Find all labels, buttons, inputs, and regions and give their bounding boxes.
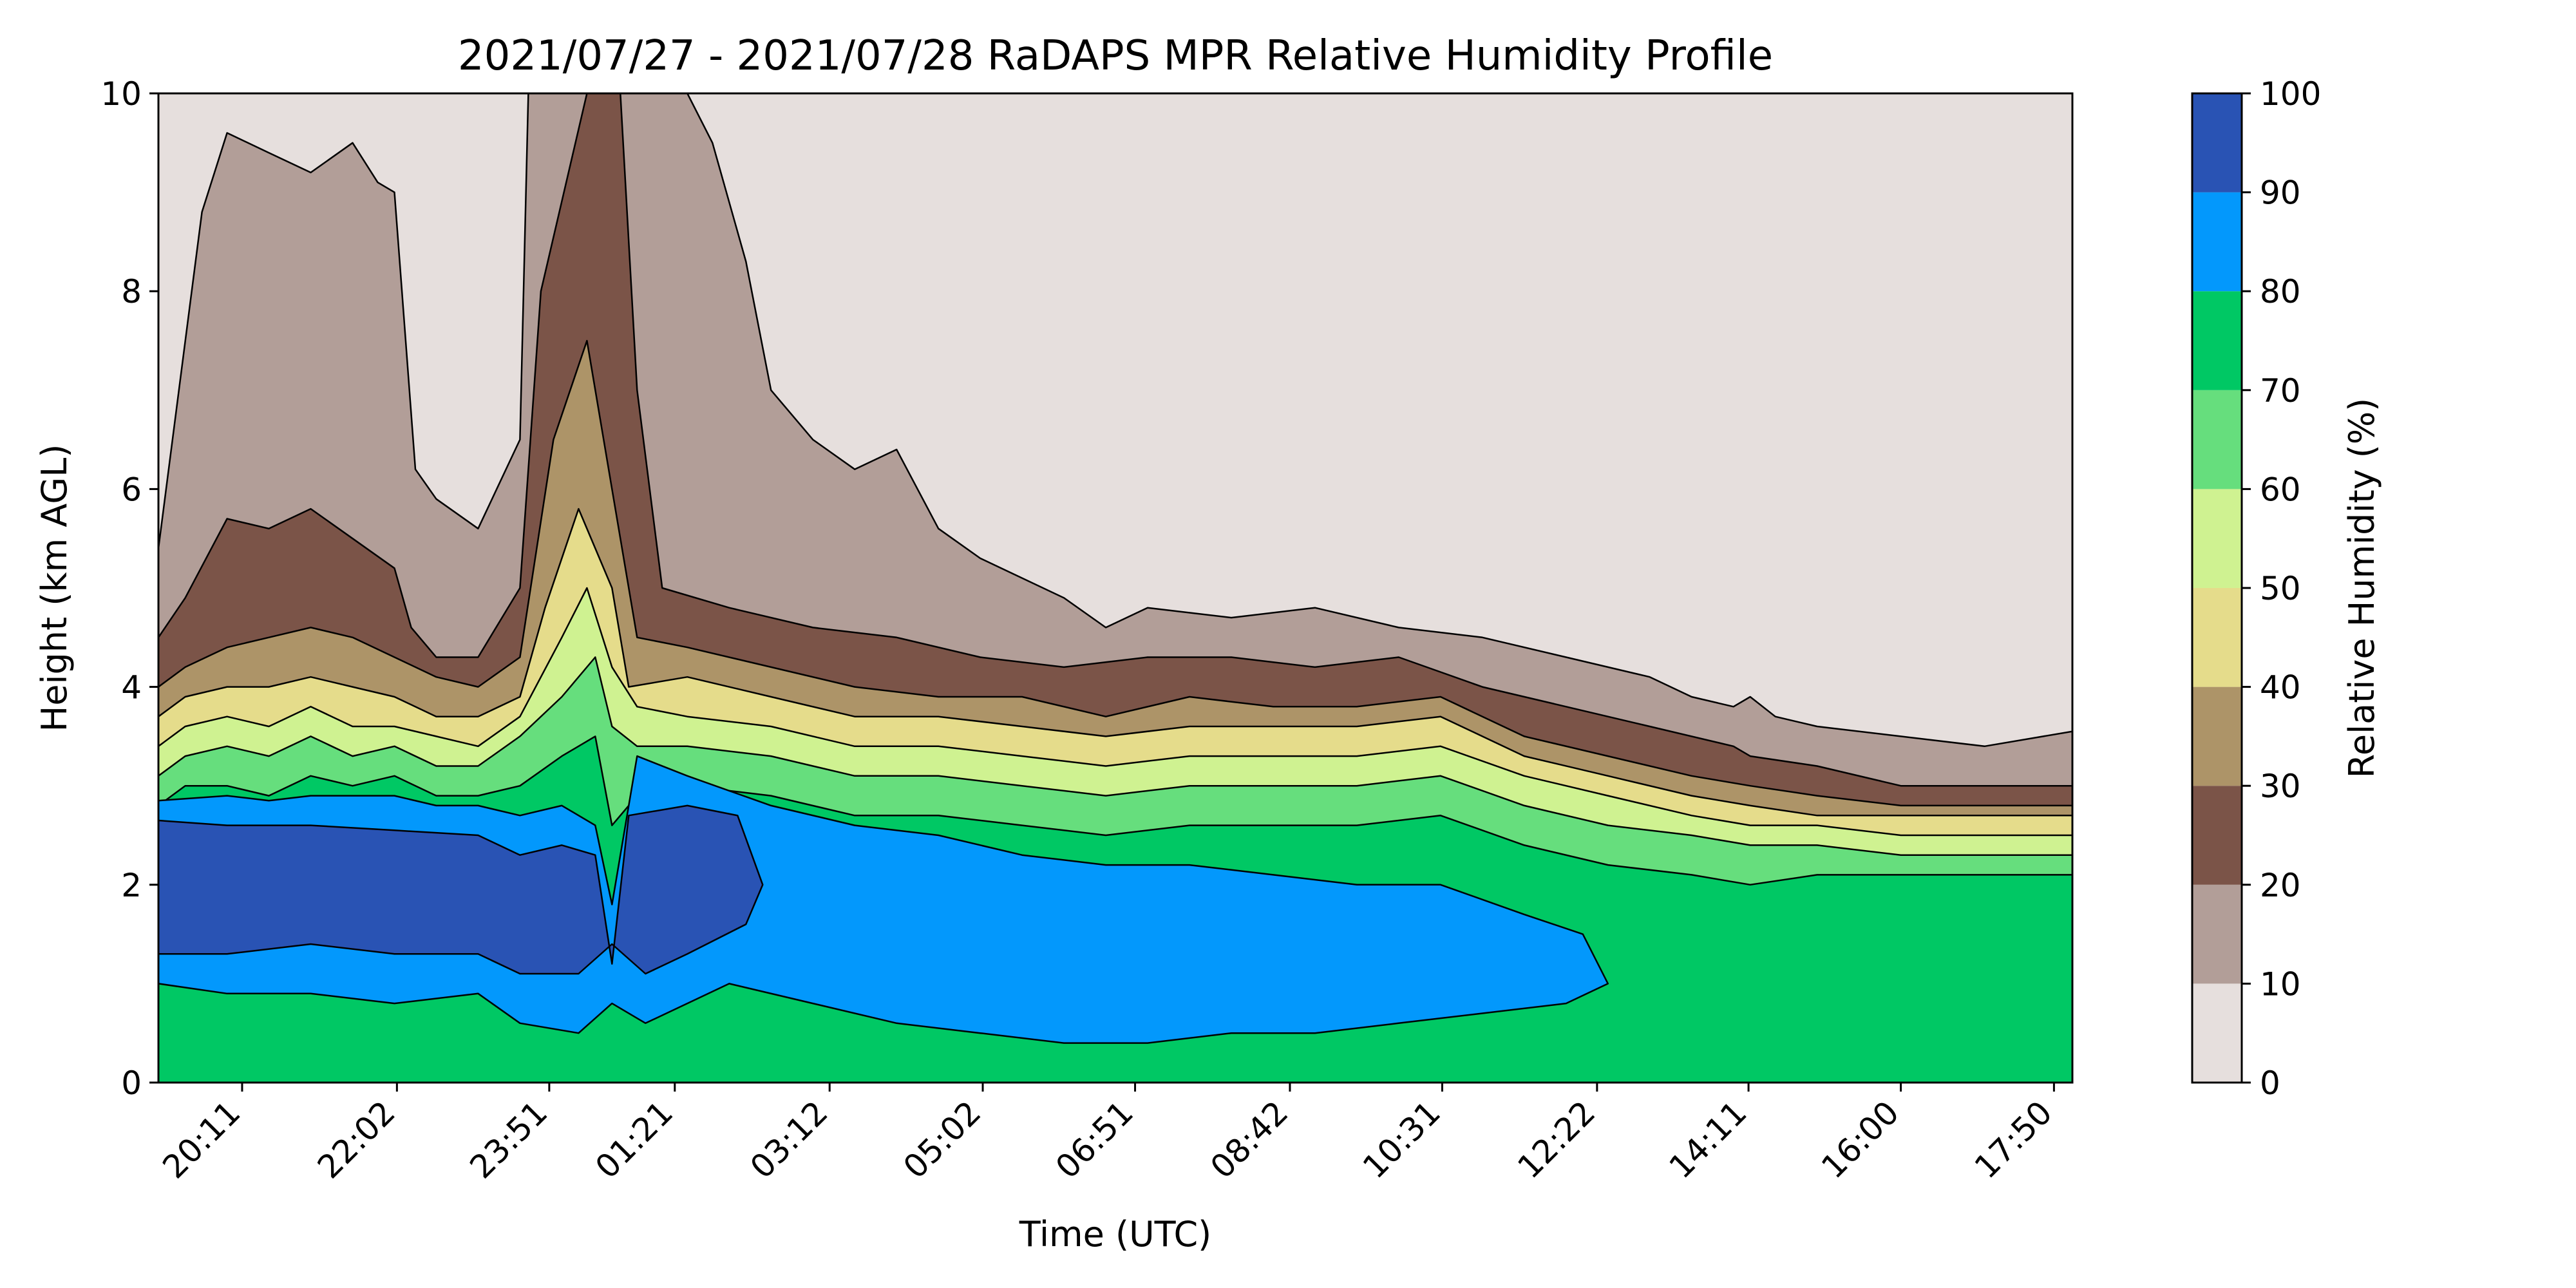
plot-frame: [157, 92, 2074, 1084]
x-tick-label: 17:50: [1967, 1094, 2060, 1186]
contour-fills: [158, 93, 2072, 1083]
chart-title: 2021/07/27 - 2021/07/28 RaDAPS MPR Relat…: [458, 32, 1773, 80]
x-axis: 20:11 22:02 23:51 01:21 03:12 05:02 06:51 08:42…: [156, 1083, 2060, 1186]
x-tick-label: 01:21: [588, 1094, 680, 1186]
y-tick-label: 0: [121, 1065, 142, 1102]
colorbar-tick-label: 10: [2260, 965, 2301, 1003]
colorbar-swatch: [2192, 291, 2242, 390]
colorbar-swatch: [2192, 588, 2242, 687]
colorbar-swatch: [2192, 983, 2242, 1083]
colorbar-swatch: [2192, 390, 2242, 489]
x-tick-label: 05:02: [896, 1094, 989, 1186]
x-tick-label: 16:00: [1814, 1094, 1906, 1186]
x-axis-label: Time (UTC): [1019, 1214, 1212, 1255]
x-tick-label: 22:02: [310, 1094, 402, 1186]
colorbar-swatch: [2192, 93, 2242, 193]
x-tick-label: 14:11: [1662, 1094, 1754, 1186]
colorbar-tick-label: 60: [2260, 471, 2301, 508]
colorbar-swatch: [2192, 786, 2242, 885]
colorbar-tick-label: 20: [2260, 867, 2301, 904]
y-axis: 0 2 4 6 8 10: [100, 75, 158, 1102]
colorbar-tick-label: 50: [2260, 570, 2301, 607]
colorbar-label: Relative Humidity (%): [2342, 398, 2382, 778]
x-tick-label: 10:31: [1356, 1094, 1448, 1186]
colorbar-tick-label: 0: [2260, 1065, 2280, 1102]
colorbar: 0 10 20 30 40 50 60 70 80 90 100: [2191, 75, 2321, 1102]
colorbar-tick-label: 80: [2260, 273, 2301, 310]
y-tick-label: 8: [121, 273, 142, 310]
y-axis-label: Height (km AGL): [34, 444, 75, 732]
x-tick-label: 08:42: [1204, 1094, 1296, 1186]
colorbar-swatch: [2192, 192, 2242, 292]
x-tick-label: 23:51: [462, 1094, 554, 1186]
x-tick-label: 12:22: [1510, 1094, 1602, 1186]
colorbar-tick-label: 40: [2260, 669, 2301, 706]
y-tick-label: 6: [121, 471, 142, 508]
colorbar-swatch: [2192, 489, 2242, 588]
colorbar-tick-label: 90: [2260, 175, 2301, 212]
colorbar-swatch: [2192, 687, 2242, 786]
x-tick-label: 20:11: [156, 1094, 248, 1186]
contour-band-90: [158, 804, 764, 975]
y-tick-label: 2: [121, 867, 142, 904]
colorbar-tick-label: 70: [2260, 372, 2301, 410]
y-tick-label: 10: [100, 75, 142, 113]
colorbar-tick-label: 30: [2260, 768, 2301, 805]
colorbar-tick-label: 100: [2260, 75, 2321, 113]
x-tick-label: 06:51: [1048, 1094, 1141, 1186]
colorbar-swatch: [2192, 884, 2242, 984]
y-tick-label: 4: [121, 669, 142, 706]
plot-area: [158, 93, 2072, 1083]
x-tick-label: 03:12: [743, 1094, 835, 1186]
